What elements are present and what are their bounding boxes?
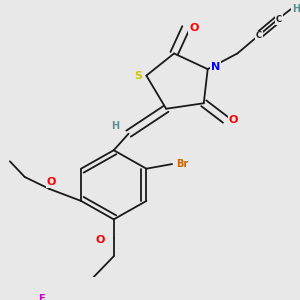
Text: F: F [38,294,45,300]
Text: O: O [189,23,199,33]
Text: O: O [95,235,105,245]
Text: O: O [229,115,238,125]
Text: N: N [211,62,220,72]
Text: O: O [47,177,56,187]
Text: S: S [134,70,142,81]
Text: H: H [292,4,300,14]
Text: C: C [256,32,262,40]
Text: Br: Br [176,159,188,169]
Text: C: C [276,15,282,24]
Text: H: H [111,121,119,131]
